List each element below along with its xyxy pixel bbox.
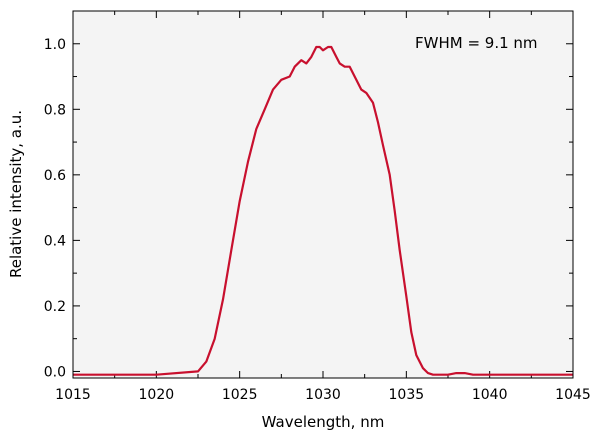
y-tick-label: 1.0 xyxy=(44,37,66,53)
x-tick-labels: 1015 1020 1025 1030 1035 1040 1045 xyxy=(55,387,591,403)
x-tick-label: 1040 xyxy=(472,387,508,403)
y-tick-label: 0.6 xyxy=(44,168,66,184)
x-tick-label: 1025 xyxy=(222,387,258,403)
x-tick-label: 1020 xyxy=(139,387,175,403)
x-axis-label: Wavelength, nm xyxy=(262,413,385,431)
y-tick-label: 0.4 xyxy=(44,233,66,249)
y-tick-label: 0.2 xyxy=(44,299,66,315)
x-tick-label: 1015 xyxy=(55,387,91,403)
y-tick-label: 0.8 xyxy=(44,102,66,118)
plot-area xyxy=(73,11,573,378)
x-tick-label: 1030 xyxy=(305,387,341,403)
y-axis-label: Relative intensity, a.u. xyxy=(7,110,25,278)
fwhm-annotation: FWHM = 9.1 nm xyxy=(415,34,538,52)
y-tick-label: 0.0 xyxy=(44,364,66,380)
x-tick-label: 1045 xyxy=(555,387,591,403)
y-tick-labels: 0.0 0.2 0.4 0.6 0.8 1.0 xyxy=(44,37,66,381)
x-tick-label: 1035 xyxy=(389,387,425,403)
